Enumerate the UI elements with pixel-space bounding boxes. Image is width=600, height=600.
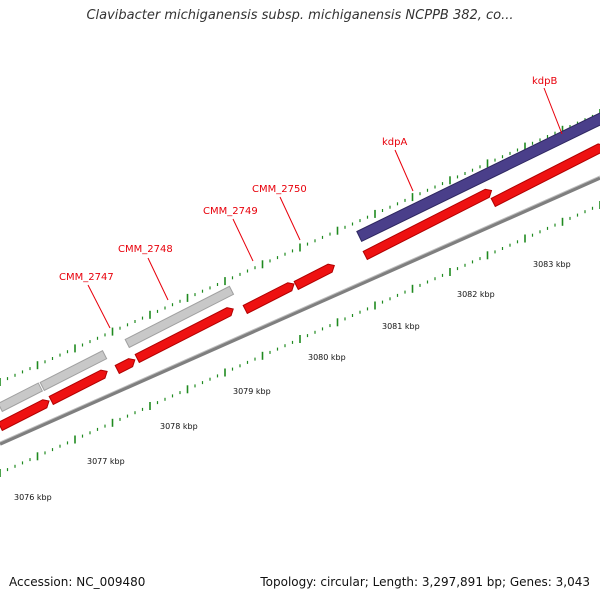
- map-title: Clavibacter michiganensis subsp. michiga…: [86, 8, 514, 23]
- forward-gene-1[interactable]: [0, 397, 51, 432]
- leader-kdpa: [394, 149, 414, 192]
- reverse-strand-genes: [0, 110, 600, 413]
- forward-gene-6[interactable]: [293, 262, 336, 291]
- kbp-label-3083: 3083 kbp: [533, 260, 571, 269]
- forward-gene-2[interactable]: [48, 368, 109, 406]
- kbp-label-3079: 3079 kbp: [233, 387, 271, 396]
- inner-tick-row: [0, 201, 600, 477]
- kbp-label-3076: 3076 kbp: [14, 493, 52, 502]
- genome-backbone: [0, 176, 600, 446]
- gene-labels: CMM_2747 CMM_2748 CMM_2749 CMM_2750 kdpA…: [59, 76, 557, 283]
- kbp-label-3082: 3082 kbp: [457, 290, 495, 299]
- gene-label-kdpa: kdpA: [382, 137, 407, 148]
- forward-gene-5[interactable]: [242, 280, 296, 315]
- kbp-label-3081: 3081 kbp: [382, 322, 420, 331]
- leader-cmm-2748: [147, 257, 169, 301]
- accession-text: Accession: NC_009480: [9, 575, 146, 589]
- forward-gene-8[interactable]: [490, 142, 600, 208]
- gene-label-kdpb: kdpB: [532, 76, 557, 87]
- forward-strand-genes: [0, 142, 600, 432]
- kbp-scale-labels: 3076 kbp 3077 kbp 3078 kbp 3079 kbp 3080…: [14, 260, 571, 502]
- gene-label-cmm-2747: CMM_2747: [59, 272, 114, 283]
- genome-backbone-highlight: [0, 175, 600, 443]
- leader-cmm-2749: [232, 218, 254, 262]
- leader-cmm-2750: [279, 196, 301, 241]
- gene-label-cmm-2750: CMM_2750: [252, 184, 307, 195]
- kbp-label-3078: 3078 kbp: [160, 422, 198, 431]
- kbp-label-3077: 3077 kbp: [87, 457, 125, 466]
- forward-gene-4[interactable]: [134, 305, 235, 364]
- kbp-label-3080: 3080 kbp: [308, 353, 346, 362]
- leader-cmm-2747: [87, 284, 111, 329]
- forward-gene-3[interactable]: [114, 356, 137, 375]
- leader-kdpb: [543, 87, 563, 135]
- label-leaders: [87, 87, 563, 329]
- reverse-gene-1[interactable]: [0, 382, 44, 413]
- gene-label-cmm-2749: CMM_2749: [203, 206, 258, 217]
- topology-summary: Topology: circular; Length: 3,297,891 bp…: [260, 575, 590, 589]
- forward-gene-7[interactable]: [362, 187, 494, 261]
- reverse-gene-3[interactable]: [124, 285, 235, 349]
- gene-label-cmm-2748: CMM_2748: [118, 244, 173, 255]
- reverse-gene-2[interactable]: [39, 349, 108, 392]
- kdp-gene-bar[interactable]: [356, 110, 600, 243]
- outer-tick-row: [0, 109, 600, 386]
